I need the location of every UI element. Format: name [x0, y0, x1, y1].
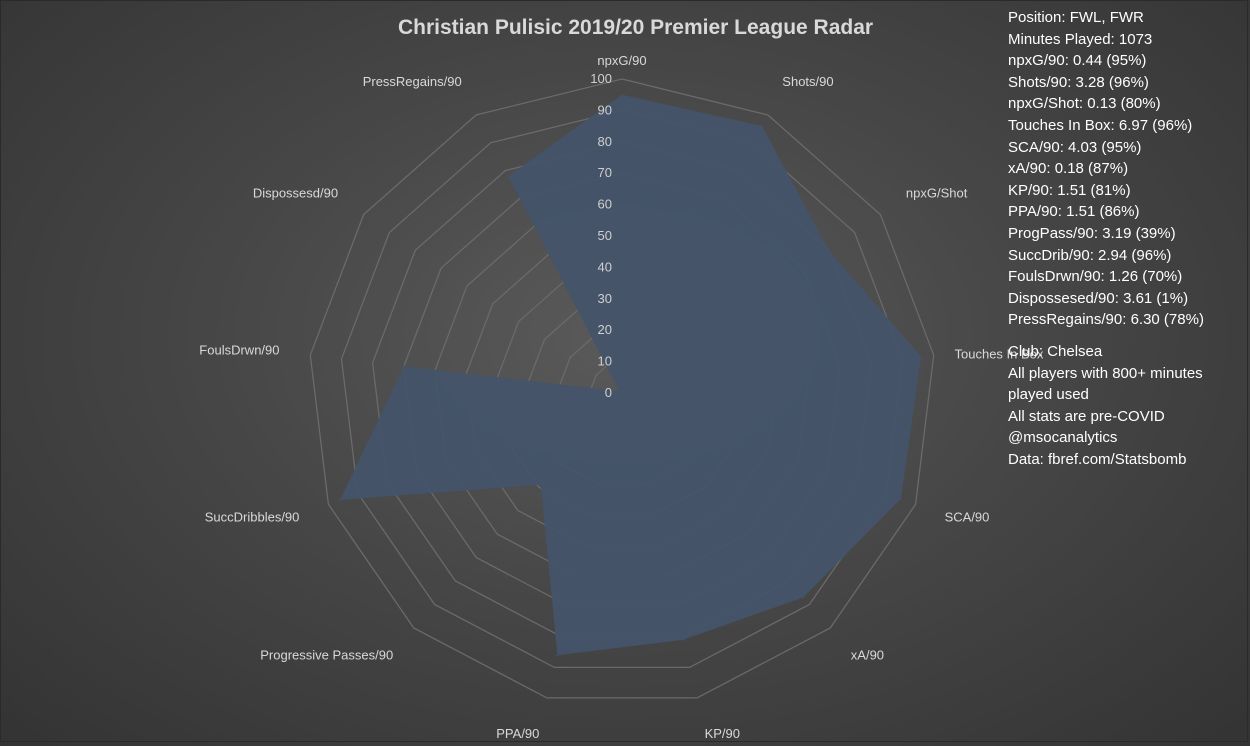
tick-label: 70: [598, 165, 612, 180]
data-point: [507, 175, 510, 178]
stat-line: SuccDrib/90: 2.94 (96%): [1008, 246, 1172, 264]
tick-label: 40: [598, 259, 612, 274]
tick-label: 30: [598, 291, 612, 306]
stat-line: npxG/Shot: 0.13 (80%): [1008, 95, 1161, 113]
axis-label: Progressive Passes/90: [260, 648, 393, 663]
grid-ring: [340, 109, 904, 669]
axis-label: FoulsDrwn/90: [199, 343, 279, 358]
stat-line: PressRegains/90: 6.30 (78%): [1008, 311, 1204, 329]
tick-label: 90: [598, 102, 612, 117]
stat-line: ProgPass/90: 3.19 (39%): [1008, 224, 1176, 242]
axis-label: PPA/90: [496, 726, 539, 741]
radial-ticks: 0 10 20 30 40 50 60 70 80 90 100: [590, 71, 612, 400]
note-line: Club: Chelsea: [1008, 342, 1103, 360]
axis-label: SCA/90: [945, 510, 990, 525]
axis-label: npxG/90: [597, 53, 646, 68]
radar-series: [339, 93, 923, 657]
grid-ring: [309, 78, 935, 699]
data-point: [621, 93, 623, 96]
stat-line: xA/90: 0.18 (87%): [1008, 160, 1129, 178]
data-point: [339, 498, 342, 501]
tick-label: 20: [598, 322, 612, 337]
data-point: [899, 497, 902, 500]
note-line: played used: [1008, 386, 1089, 404]
stats-list: Position: FWL, FWR Minutes Played: 1073 …: [1008, 7, 1244, 331]
axis-label: Shots/90: [782, 74, 833, 89]
axis-label: Dispossesd/90: [253, 186, 338, 201]
data-point: [539, 483, 542, 486]
data-point: [681, 638, 684, 641]
data-point: [827, 249, 830, 252]
axis-label: xA/90: [851, 648, 884, 663]
stat-line: npxG/90: 0.44 (95%): [1008, 52, 1147, 70]
tick-label: 10: [598, 354, 612, 369]
stat-line: PPA/90: 1.51 (86%): [1008, 203, 1140, 221]
series-area: [340, 94, 922, 656]
tick-label: 0: [605, 385, 612, 400]
stat-line: Minutes Played: 1073: [1008, 30, 1153, 48]
info-panel: Position: FWL, FWR Minutes Played: 1073 …: [1008, 7, 1244, 470]
stat-line: Shots/90: 3.28 (96%): [1008, 73, 1149, 91]
note-line: All players with 800+ minutes: [1008, 364, 1203, 382]
chart-title: Christian Pulisic 2019/20 Premier League…: [398, 16, 874, 39]
stat-line: FoulsDrwn/90: 1.26 (70%): [1008, 268, 1183, 286]
tick-label: 50: [598, 228, 612, 243]
stat-line: KP/90: 1.51 (81%): [1008, 181, 1131, 199]
data-point: [761, 125, 764, 128]
data-point: [402, 365, 405, 368]
note-line: @msocanalytics: [1008, 429, 1118, 447]
axis-label: Touches In Box: [955, 347, 1044, 362]
note-line: All stats are pre-COVID: [1008, 407, 1165, 425]
axis-label: PressRegains/90: [363, 74, 462, 89]
axis-label: KP/90: [705, 726, 740, 741]
stat-line: Dispossesed/90: 3.61 (1%): [1008, 289, 1189, 307]
stat-line: Position: FWL, FWR: [1008, 9, 1144, 26]
stat-line: SCA/90: 4.03 (95%): [1008, 138, 1142, 156]
note-line: Data: fbref.com/Statsbomb: [1008, 450, 1187, 468]
stat-line: Touches In Box: 6.97 (96%): [1008, 116, 1193, 134]
tick-label: 100: [590, 71, 612, 86]
tick-label: 60: [598, 197, 612, 212]
tick-label: 80: [598, 134, 612, 149]
data-point: [618, 390, 621, 393]
axis-label: SuccDribbles/90: [205, 510, 300, 525]
data-point: [802, 596, 805, 599]
axis-label: npxG/Shot: [906, 186, 968, 201]
axis-labels: npxG/90 Shots/90 npxG/Shot Touches In Box SC…: [199, 53, 1044, 741]
data-point: [556, 654, 559, 657]
notes-list: Club: Chelsea All players with 800+ minu…: [1008, 341, 1244, 471]
data-point: [920, 355, 923, 358]
